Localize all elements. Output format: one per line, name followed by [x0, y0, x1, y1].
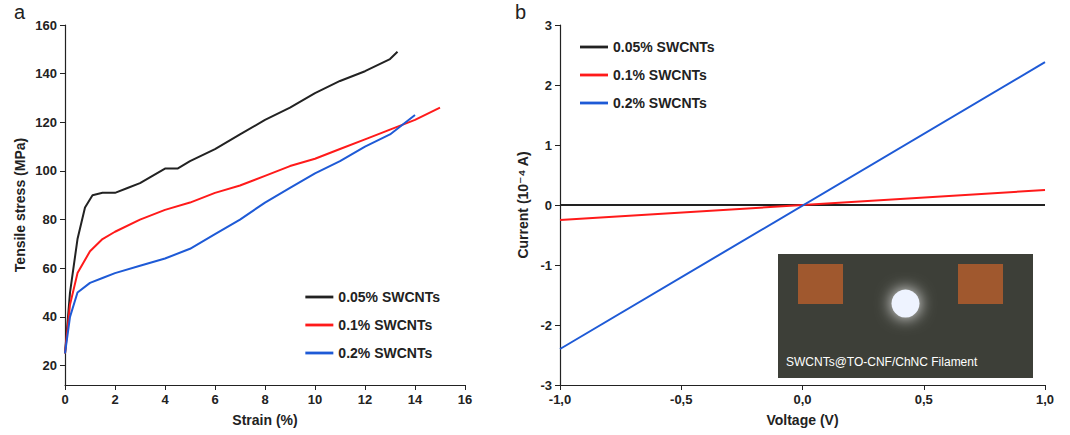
svg-text:2: 2 [545, 78, 552, 93]
svg-text:SWCNTs@TO-CNF/ChNC Filament: SWCNTs@TO-CNF/ChNC Filament [786, 355, 978, 369]
svg-text:20: 20 [43, 358, 57, 373]
svg-text:b: b [515, 1, 526, 23]
svg-text:0.1% SWCNTs: 0.1% SWCNTs [613, 67, 707, 83]
svg-text:1: 1 [545, 138, 552, 153]
svg-text:12: 12 [358, 392, 372, 407]
svg-text:0.2% SWCNTs: 0.2% SWCNTs [338, 345, 432, 361]
svg-text:3: 3 [545, 18, 552, 33]
svg-text:4: 4 [161, 392, 169, 407]
svg-text:-2: -2 [540, 318, 552, 333]
svg-text:0.2% SWCNTs: 0.2% SWCNTs [613, 95, 707, 111]
svg-text:0.1% SWCNTs: 0.1% SWCNTs [338, 317, 432, 333]
svg-text:-3: -3 [540, 378, 552, 393]
svg-text:140: 140 [35, 66, 57, 81]
svg-text:-1,0: -1,0 [549, 392, 571, 407]
svg-text:Current (10⁻⁴ A): Current (10⁻⁴ A) [515, 151, 531, 258]
svg-text:160: 160 [35, 18, 57, 33]
svg-text:40: 40 [43, 309, 57, 324]
svg-text:0,5: 0,5 [915, 392, 933, 407]
svg-text:Voltage (V): Voltage (V) [766, 412, 838, 428]
svg-text:1,0: 1,0 [1036, 392, 1054, 407]
svg-text:Tensile stress (MPa): Tensile stress (MPa) [12, 138, 28, 272]
svg-text:a: a [14, 1, 26, 23]
svg-text:100: 100 [35, 163, 57, 178]
svg-text:60: 60 [43, 261, 57, 276]
svg-text:0.05% SWCNTs: 0.05% SWCNTs [613, 39, 715, 55]
svg-text:16: 16 [458, 392, 472, 407]
svg-text:120: 120 [35, 115, 57, 130]
svg-text:0,0: 0,0 [793, 392, 811, 407]
svg-text:80: 80 [43, 212, 57, 227]
svg-text:0: 0 [61, 392, 68, 407]
svg-text:0: 0 [545, 198, 552, 213]
svg-text:14: 14 [408, 392, 423, 407]
svg-text:6: 6 [211, 392, 218, 407]
svg-text:-0,5: -0,5 [670, 392, 692, 407]
svg-text:0.05% SWCNTs: 0.05% SWCNTs [338, 289, 440, 305]
svg-text:8: 8 [261, 392, 268, 407]
svg-text:2: 2 [111, 392, 118, 407]
svg-text:10: 10 [308, 392, 322, 407]
svg-text:-1: -1 [540, 258, 552, 273]
svg-text:Strain (%): Strain (%) [232, 412, 297, 428]
